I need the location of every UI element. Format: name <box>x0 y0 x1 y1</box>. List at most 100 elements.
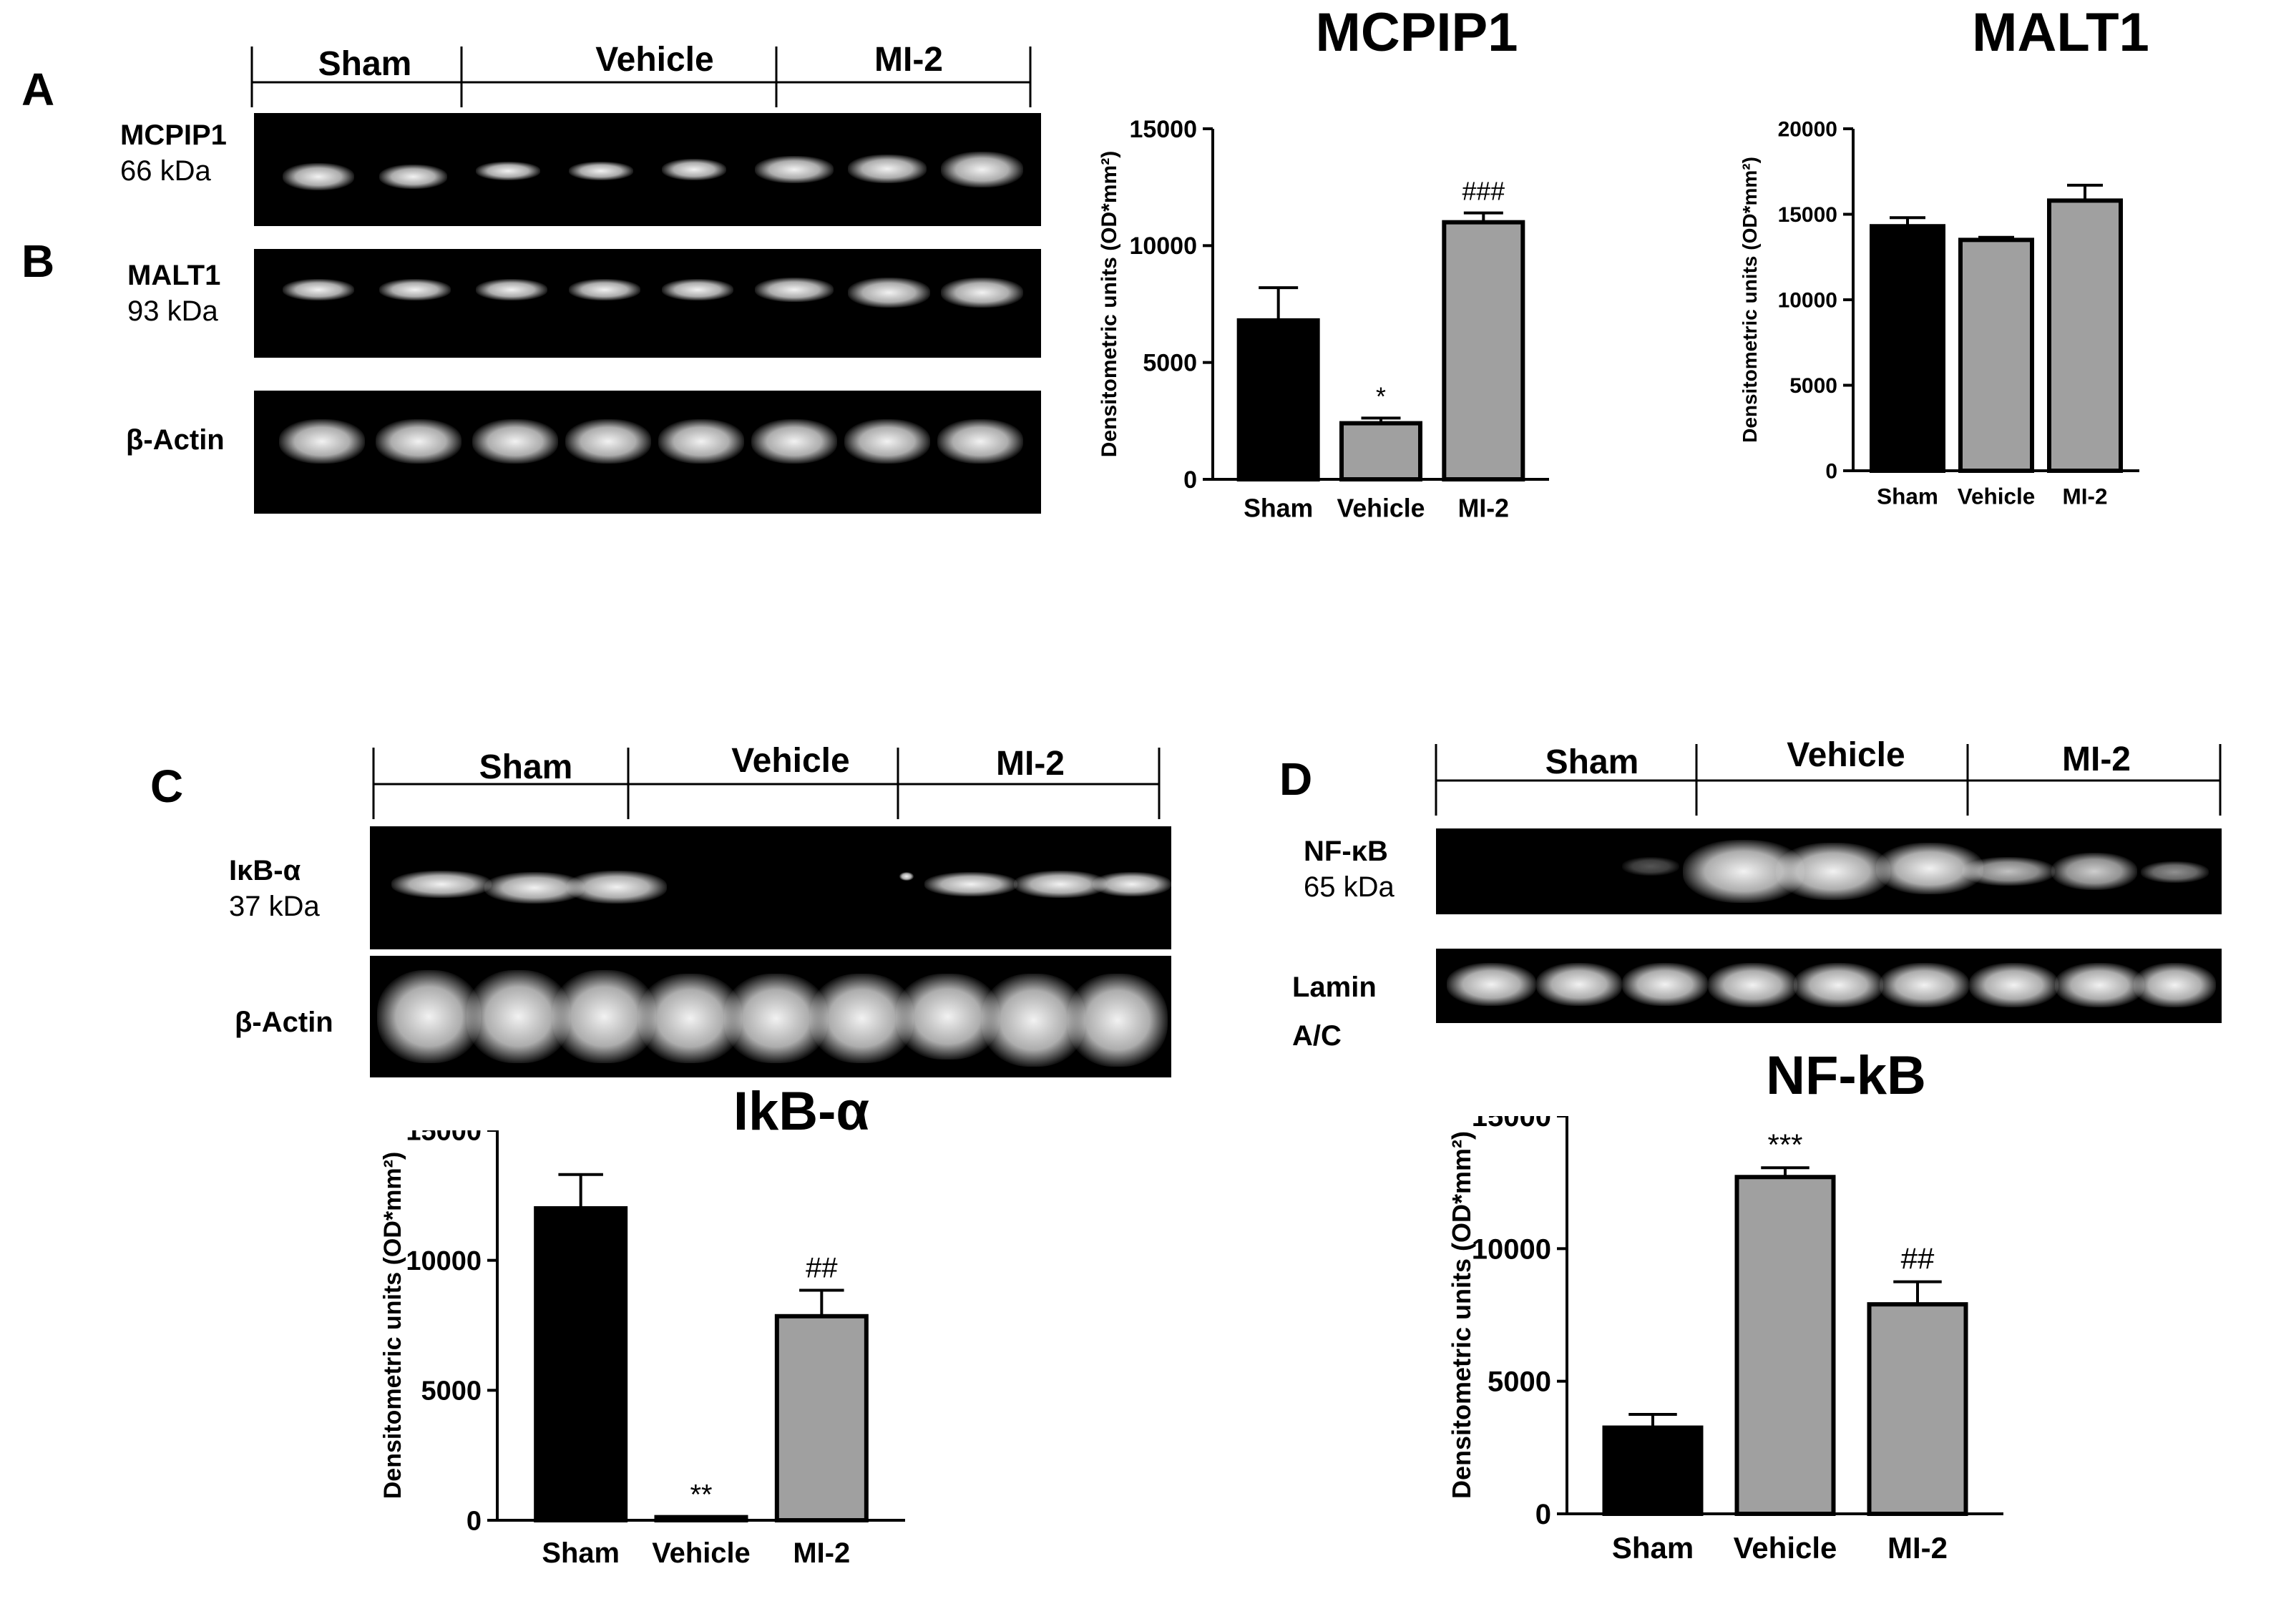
group-label-mi2-d: MI-2 <box>2062 740 2131 778</box>
y-tick-label: 5000 <box>1488 1366 1551 1398</box>
blot-label-ikba: IκB-α 37 kDa <box>229 853 320 924</box>
y-tick-label: 5000 <box>421 1376 482 1407</box>
blot-label-malt1: MALT1 93 kDa <box>127 258 220 329</box>
blot-label-actin-ab: β-Actin <box>126 422 225 458</box>
x-tick-label: Sham <box>1612 1531 1694 1565</box>
panel-letter-c: C <box>150 760 184 812</box>
bar-sham <box>1602 1425 1704 1516</box>
x-tick-label: Sham <box>542 1537 620 1569</box>
group-label-sham-d: Sham <box>1545 743 1639 781</box>
chart-malt1: 0 5000 10000 15000 20000 Densitometric units … <box>1739 118 2139 509</box>
significance-label: ## <box>806 1252 837 1283</box>
chart-title-nfkb: NF-kB <box>1766 1045 1926 1106</box>
bar-vehicle <box>1734 1175 1836 1517</box>
bar-mi-2 <box>1867 1302 1968 1516</box>
bar-vehicle <box>654 1515 748 1523</box>
y-tick-label: 20000 <box>1778 118 1837 142</box>
blot-name-mcpip1: MCPIP1 <box>120 119 227 151</box>
y-tick-label: 0 <box>1825 460 1837 484</box>
y-tick-label: 10000 <box>1472 1233 1551 1265</box>
significance-label: * <box>1376 382 1386 411</box>
blot-kda-mcpip1: 66 kDa <box>120 155 211 187</box>
y-axis-label: Densitometric units (OD*mm²) <box>1739 157 1761 443</box>
chart-title-mcpip1: MCPIP1 <box>1315 2 1518 63</box>
bar-vehicle <box>1339 421 1422 482</box>
y-tick-label: 15000 <box>1778 203 1837 227</box>
blot-name-actin-c: β-Actin <box>235 1007 333 1038</box>
blot-label-lamin: Lamin A/C <box>1292 969 1377 1054</box>
blot-name-nfkb: NF-κB <box>1304 836 1388 867</box>
blot-mcpip1 <box>254 113 1041 226</box>
y-tick-label: 10000 <box>406 1246 482 1276</box>
group-label-vehicle-d: Vehicle <box>1787 736 1905 774</box>
blot-name-actin-ab: β-Actin <box>126 424 225 456</box>
significance-label: ### <box>1462 177 1505 206</box>
bar-sham <box>1870 224 1945 473</box>
blot-label-mcpip1: MCPIP1 66 kDa <box>120 117 227 189</box>
blot-actin-ab <box>254 391 1041 514</box>
x-tick-label: MI-2 <box>1887 1531 1948 1565</box>
group-label-vehicle-c: Vehicle <box>731 742 850 780</box>
chart-title-malt1: MALT1 <box>1972 2 2149 63</box>
bar-mi-2 <box>774 1314 869 1522</box>
blot-kda-ikba: 37 kDa <box>229 891 320 922</box>
x-tick-label: MI-2 <box>793 1537 850 1569</box>
blot-name-ikba: IκB-α <box>229 855 301 886</box>
blot-label-actin-c: β-Actin <box>235 1004 333 1040</box>
blot-name-lamin-line1: Lamin <box>1292 972 1377 1003</box>
blot-label-nfkb: NF-κB 65 kDa <box>1304 833 1395 905</box>
y-axis-label: Densitometric units (OD*mm²) <box>1447 1131 1476 1499</box>
x-tick-label: Vehicle <box>652 1537 751 1569</box>
y-tick-label: 0 <box>1535 1499 1551 1530</box>
x-tick-label: Vehicle <box>1958 484 2036 509</box>
blot-kda-nfkb: 65 kDa <box>1304 871 1395 903</box>
y-tick-label: 0 <box>1183 466 1197 494</box>
significance-label: ** <box>690 1479 712 1511</box>
blot-name-malt1: MALT1 <box>127 260 221 291</box>
group-label-sham-ab: Sham <box>318 45 412 83</box>
blot-kda-malt1: 93 kDa <box>127 295 218 327</box>
group-label-mi2-c: MI-2 <box>996 745 1065 783</box>
panel-letter-a: A <box>21 64 55 115</box>
bar-mi-2 <box>2047 198 2123 473</box>
significance-label: ## <box>1901 1242 1935 1276</box>
y-tick-label: 15000 <box>1472 1116 1551 1133</box>
bar-sham <box>1236 318 1320 481</box>
y-axis-label: Densitometric units (OD*mm²) <box>379 1152 406 1500</box>
chart-title-ikba: IkB-α <box>733 1081 870 1142</box>
chart-mcpip1: 0 5000 10000 15000 Densitometric units (OD*m… <box>1098 116 1549 523</box>
blot-nfkb <box>1436 828 2222 914</box>
x-tick-label: MI-2 <box>1458 494 1509 523</box>
y-tick-label: 5000 <box>1143 350 1197 377</box>
x-tick-label: Vehicle <box>1734 1531 1837 1565</box>
group-label-vehicle-ab: Vehicle <box>595 41 714 79</box>
y-tick-label: 10000 <box>1778 289 1837 313</box>
y-tick-label: 15000 <box>406 1130 482 1146</box>
bar-mi-2 <box>1442 220 1525 482</box>
blot-lamin <box>1436 949 2222 1023</box>
blot-ikba <box>370 826 1171 949</box>
panel-letter-b: B <box>21 235 55 287</box>
y-tick-label: 10000 <box>1129 233 1197 260</box>
x-tick-label: MI-2 <box>2063 484 2108 509</box>
bar-vehicle <box>1958 238 2034 473</box>
blot-name-lamin-line2: A/C <box>1292 1020 1342 1052</box>
group-label-mi2-ab: MI-2 <box>874 41 943 79</box>
blot-malt1 <box>254 249 1041 358</box>
group-header-c <box>372 748 1161 819</box>
significance-label: *** <box>1767 1127 1802 1161</box>
blot-actin-c <box>370 956 1171 1077</box>
y-tick-label: 5000 <box>1789 374 1837 398</box>
y-tick-label: 0 <box>467 1506 482 1536</box>
x-tick-label: Sham <box>1244 494 1313 523</box>
panel-letter-d: D <box>1279 753 1313 805</box>
x-tick-label: Sham <box>1877 484 1938 509</box>
x-tick-label: Vehicle <box>1337 494 1425 523</box>
bar-sham <box>534 1206 628 1522</box>
y-axis-label: Densitometric units (OD*mm²) <box>1098 151 1121 457</box>
y-tick-label: 15000 <box>1129 116 1197 143</box>
group-header-ab <box>250 47 1032 107</box>
group-header-d <box>1435 744 2222 816</box>
